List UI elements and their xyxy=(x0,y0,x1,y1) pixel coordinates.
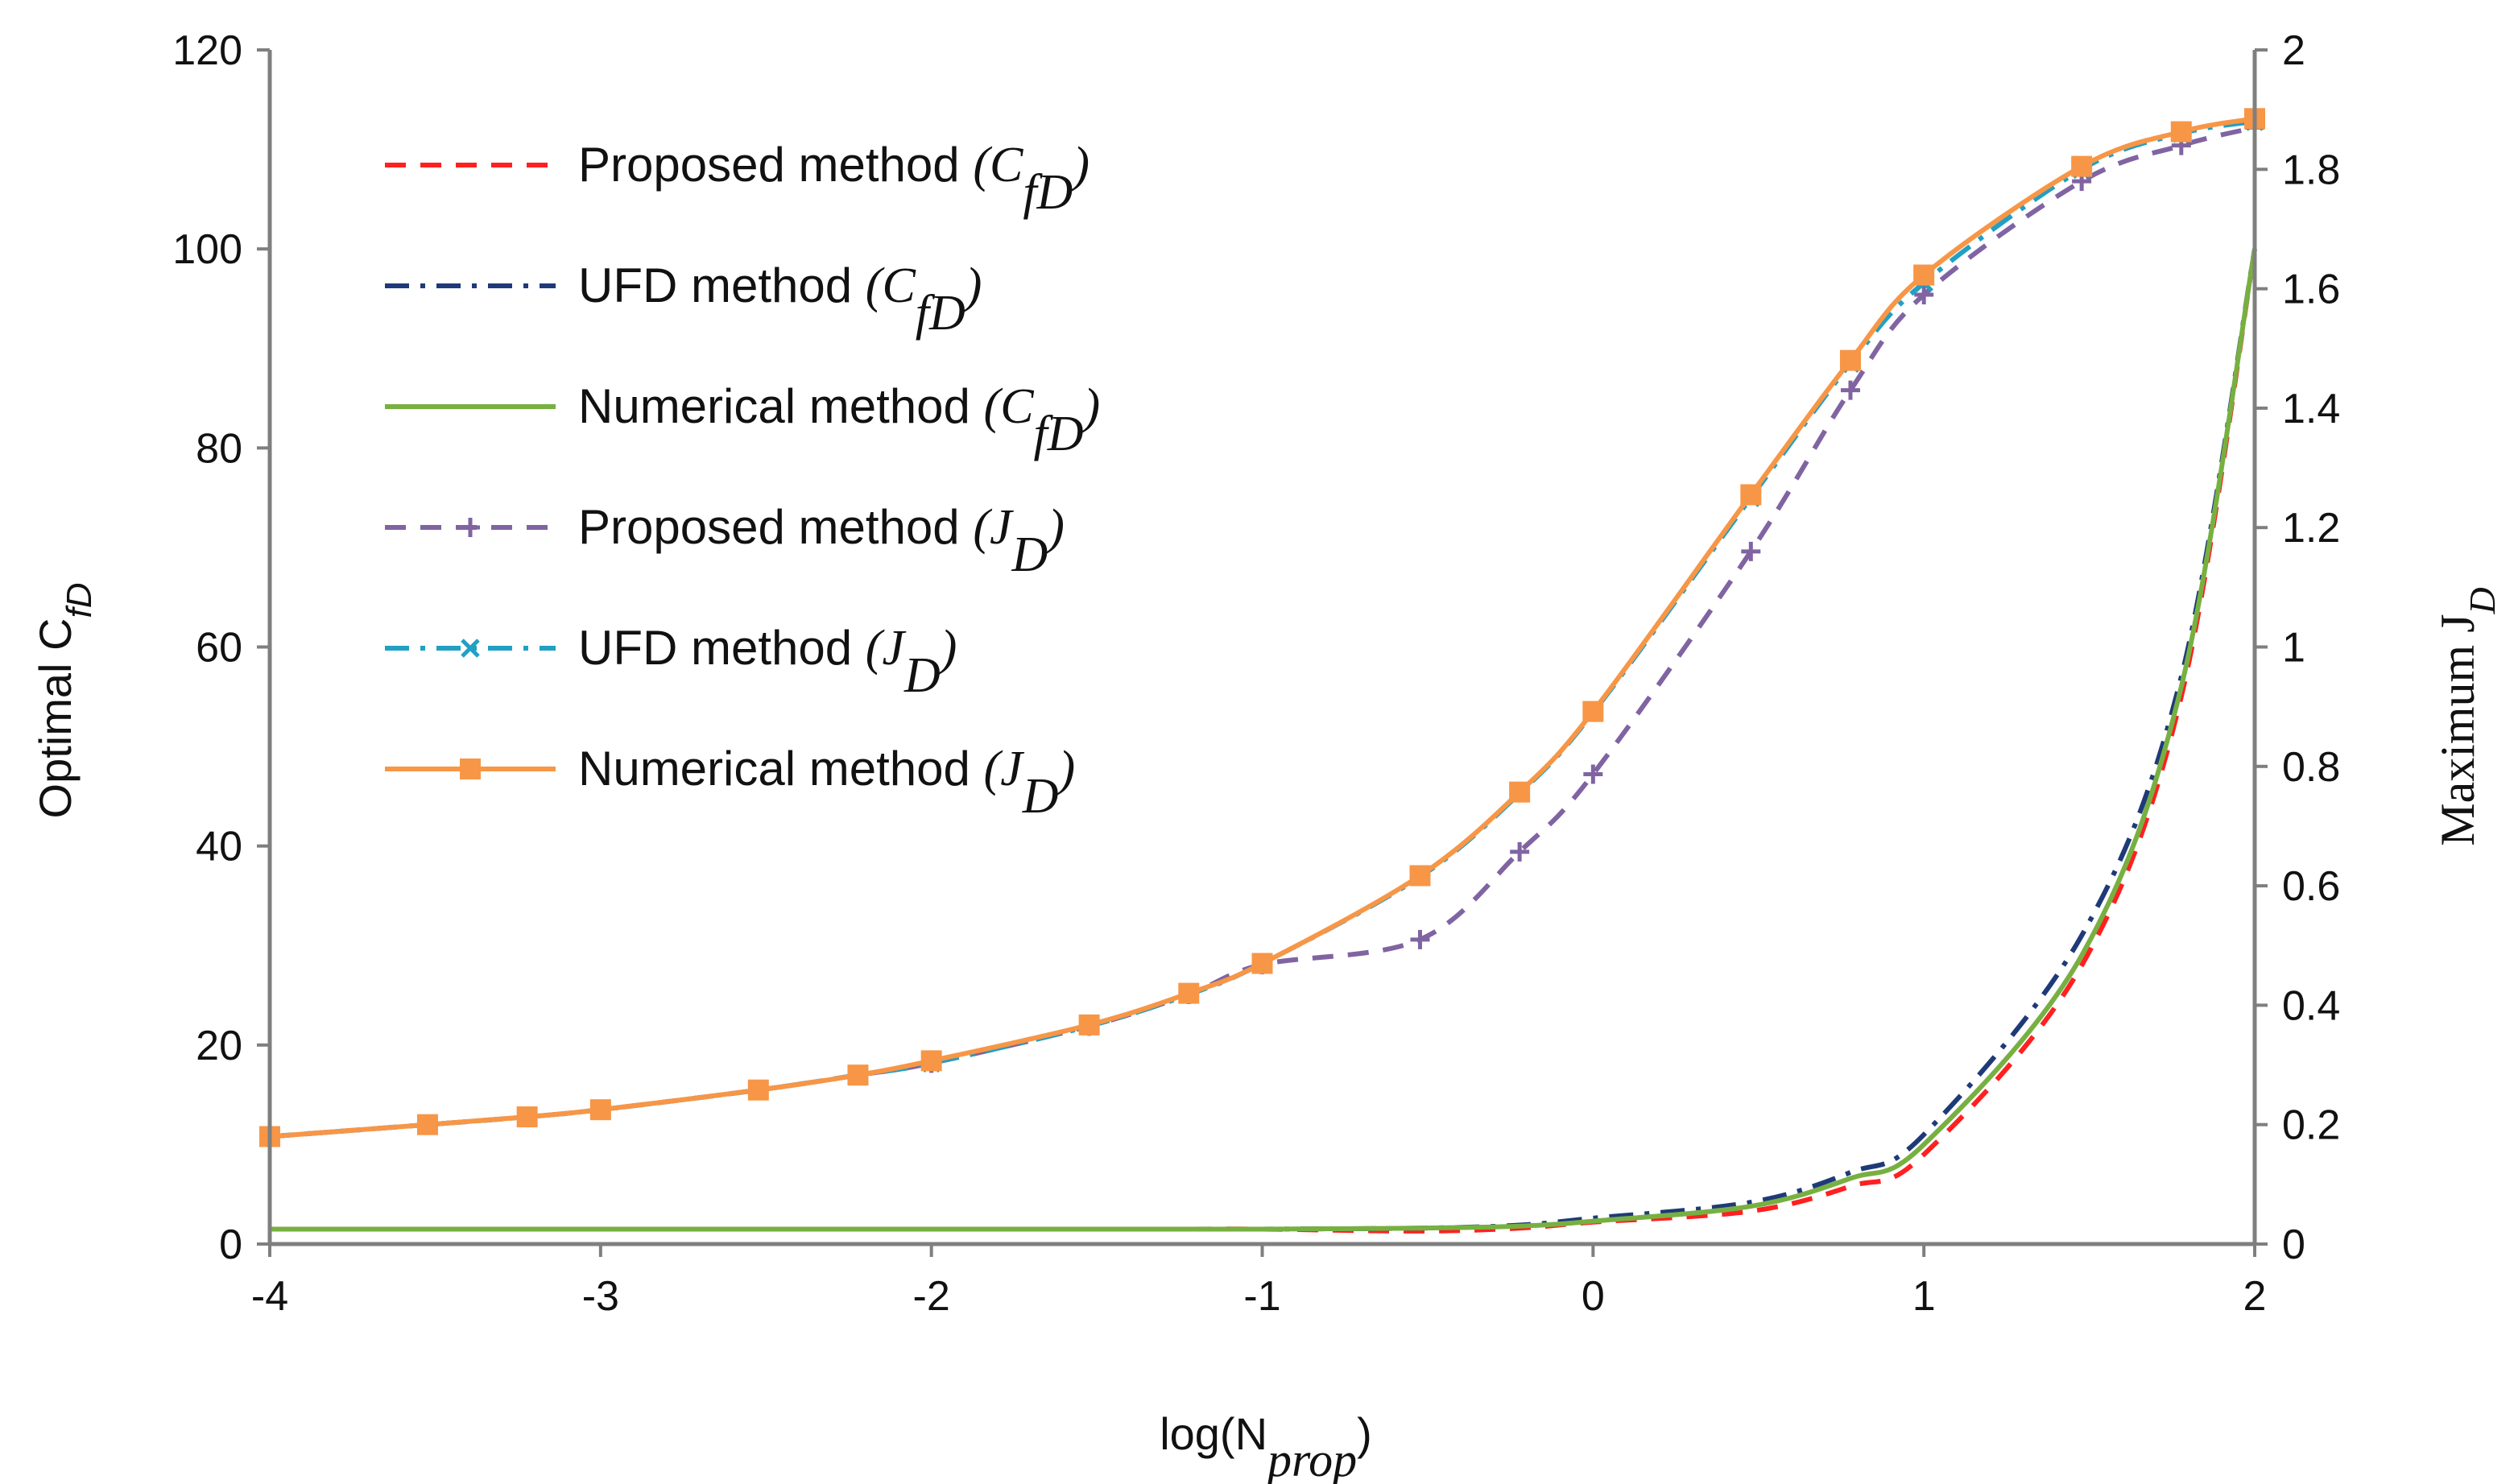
x-tick-label: -4 xyxy=(251,1273,288,1320)
y-left-tick-label: 120 xyxy=(172,27,242,74)
data-point-marker xyxy=(1839,349,1861,371)
legend-marker xyxy=(461,518,480,537)
data-point-marker xyxy=(1741,541,1761,561)
data-point-marker xyxy=(589,1099,611,1121)
y-right-tick-label: 1 xyxy=(2282,625,2305,672)
data-point-marker xyxy=(416,1114,438,1135)
data-point-marker xyxy=(847,1064,869,1086)
y-right-tick-label: 0.8 xyxy=(2282,744,2340,791)
y-right-tick-labels: 0 0.2 0.4 0.6 0.8 1 1.2 1.4 1.6 1.8 2 xyxy=(2282,27,2340,1268)
series-2-numerical-cfd xyxy=(269,248,2257,1232)
legend-item-proposed-jd: Proposed method (JD) xyxy=(385,500,1065,582)
data-point-marker xyxy=(1914,285,1934,305)
x-tick-label: 0 xyxy=(1582,1273,1605,1320)
y-right-tick-label: 2 xyxy=(2282,27,2305,74)
legend-marker xyxy=(461,639,480,658)
y-right-tick-label: 1.8 xyxy=(2282,147,2340,193)
y-left-axis-title: Optimal CfD xyxy=(30,583,99,819)
data-point-marker xyxy=(1740,484,1762,506)
y-left-tick-label: 80 xyxy=(196,425,242,472)
data-point-marker xyxy=(2071,155,2093,177)
data-point-marker xyxy=(1410,929,1430,949)
y-right-tick-label: 0.2 xyxy=(2282,1102,2340,1149)
series-layer xyxy=(259,108,2265,1234)
y-right-tick-label: 0 xyxy=(2282,1222,2305,1268)
data-point-marker xyxy=(1509,781,1531,803)
series-line xyxy=(269,125,2256,1139)
data-point-marker xyxy=(1409,865,1431,887)
data-point-marker xyxy=(2170,121,2192,143)
y-right-tick-label: 0.6 xyxy=(2282,863,2340,910)
y-left-tick-label: 20 xyxy=(196,1023,242,1069)
legend-label: Proposed method (JD) xyxy=(578,500,1065,582)
y-right-tick-label: 1.2 xyxy=(2282,505,2340,552)
x-tick-label: 1 xyxy=(1912,1273,1936,1320)
x-tick-label: -3 xyxy=(582,1273,619,1320)
legend-marker xyxy=(460,759,481,779)
legend-label: Numerical method (JD) xyxy=(578,742,1075,824)
data-point-marker xyxy=(1510,841,1530,862)
y-right-tick-label: 1.6 xyxy=(2282,267,2340,313)
legend-item-numerical-jd: Numerical method (JD) xyxy=(385,742,1075,824)
data-point-marker xyxy=(1078,1014,1100,1035)
y-left-tick-label: 60 xyxy=(196,625,242,672)
y-left-tick-label: 100 xyxy=(172,226,242,273)
x-tick-label: -1 xyxy=(1243,1273,1280,1320)
x-tick-labels: -4 -3 -2 -1 0 1 2 xyxy=(251,1273,2267,1320)
x-tick-label: -2 xyxy=(913,1273,950,1320)
y-right-tick-label: 1.4 xyxy=(2282,386,2340,432)
y-right-tick-label: 0.4 xyxy=(2282,982,2340,1029)
data-point-marker xyxy=(1582,701,1604,722)
y-left-tick-label: 40 xyxy=(196,824,242,870)
data-point-marker xyxy=(1913,264,1935,286)
data-point-marker xyxy=(920,1050,942,1072)
legend-label: UFD method (JD) xyxy=(578,621,957,703)
legend: Proposed method (CfD) UFD method (CfD) Num… xyxy=(385,138,1100,824)
series-line xyxy=(269,248,2257,1232)
legend-item-numerical-cfd: Numerical method (CfD) xyxy=(385,379,1100,461)
legend-label: Numerical method (CfD) xyxy=(578,379,1100,461)
legend-item-proposed-cfd: Proposed method (CfD) xyxy=(385,138,1090,220)
axis-tick-marks xyxy=(257,48,2268,1257)
series-5-numerical-jd xyxy=(259,108,2265,1147)
data-point-marker xyxy=(747,1079,769,1101)
data-point-marker xyxy=(1178,982,1200,1004)
x-axis-title: log(Nprop) xyxy=(1160,1408,1372,1484)
legend-label: UFD method (CfD) xyxy=(578,258,982,341)
data-point-marker xyxy=(1251,953,1273,974)
legend-label: Proposed method (CfD) xyxy=(578,138,1090,220)
legend-item-ufd-jd: UFD method (JD) xyxy=(385,621,957,703)
data-point-marker xyxy=(516,1106,538,1128)
y-left-tick-labels: 0 20 40 60 80 100 120 xyxy=(172,27,242,1268)
x-tick-label: 2 xyxy=(2243,1273,2267,1320)
data-point-marker xyxy=(1840,380,1860,400)
y-left-tick-label: 0 xyxy=(219,1222,242,1268)
y-right-axis-title: Maximum JD xyxy=(2431,587,2503,846)
data-point-marker xyxy=(1583,764,1603,784)
legend-item-ufd-cfd: UFD method (CfD) xyxy=(385,258,982,341)
